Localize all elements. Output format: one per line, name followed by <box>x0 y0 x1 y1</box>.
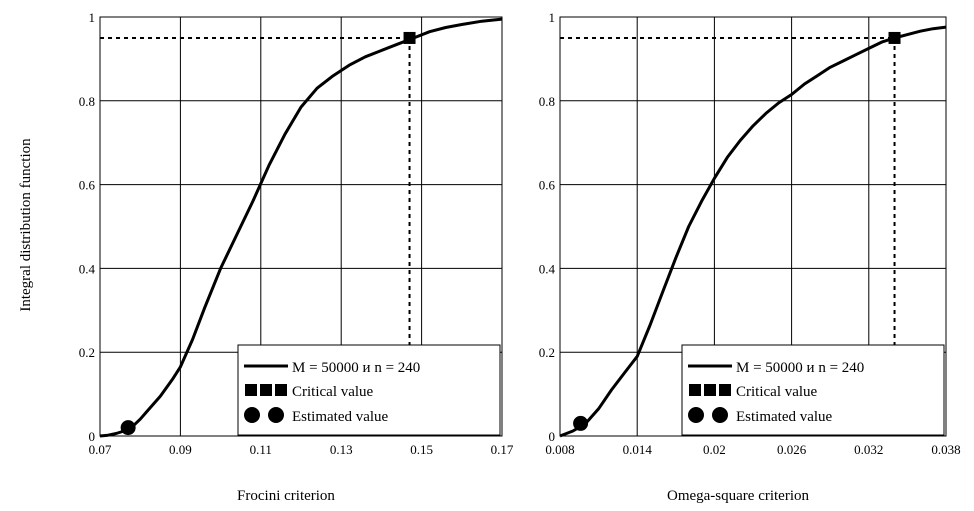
critical-value-marker <box>888 31 901 44</box>
x-tick-label: 0.07 <box>89 442 112 457</box>
legend-label-critical: Critical value <box>736 384 818 400</box>
y-tick-label: 0.6 <box>79 178 96 193</box>
legend-label-series: M = 50000 и n = 240 <box>736 360 864 376</box>
y-tick-label: 0.6 <box>539 178 556 193</box>
x-tick-label: 0.15 <box>410 442 433 457</box>
x-tick-label: 0.026 <box>777 442 807 457</box>
legend-label-series: M = 50000 и n = 240 <box>292 360 420 376</box>
x-tick-label: 0.13 <box>330 442 353 457</box>
y-tick-label: 0 <box>89 429 96 444</box>
legend-square-swatch <box>275 384 287 396</box>
legend-square-swatch <box>260 384 272 396</box>
x-axis-title: Omega-square criterion <box>667 488 810 504</box>
legend-circle-swatch <box>268 407 284 423</box>
chart-omega-square: 0.008 0.014 0.02 0.026 0.032 0.038 0 0.2 0.4 0.6 0… <box>539 10 961 504</box>
chart-frocini: 0.07 0.09 0.11 0.13 0.15 0.17 0 0.2 0.4 0.6 0.8 1 Fr… <box>79 10 514 504</box>
x-tick-label: 0.09 <box>169 442 192 457</box>
legend: M = 50000 и n = 240 Critical value Estimat… <box>681 344 945 436</box>
legend-square-swatch <box>689 384 701 396</box>
x-tick-label: 0.11 <box>250 442 272 457</box>
legend-square-swatch <box>245 384 257 396</box>
legend-label-critical: Critical value <box>292 384 374 400</box>
critical-value-marker <box>403 31 416 44</box>
y-tick-label: 1 <box>89 10 96 25</box>
plot-frame <box>559 16 947 437</box>
estimated-value-marker <box>573 415 589 431</box>
x-tick-label: 0.02 <box>703 442 726 457</box>
y-tick-label: 0.2 <box>539 345 555 360</box>
legend: M = 50000 и n = 240 Critical value Estimat… <box>237 344 501 436</box>
cdf-line <box>559 25 947 438</box>
y-tick-label: 1 <box>549 10 556 25</box>
estimated-value-marker <box>120 420 136 436</box>
x-tick-label: 0.008 <box>545 442 574 457</box>
legend-label-estimated: Estimated value <box>736 409 833 425</box>
y-tick-label: 0 <box>549 429 556 444</box>
x-tick-label: 0.038 <box>931 442 960 457</box>
legend-square-swatch <box>704 384 716 396</box>
x-axis-title: Frocini criterion <box>237 488 335 504</box>
legend-square-swatch <box>719 384 731 396</box>
legend-label-estimated: Estimated value <box>292 409 389 425</box>
y-tick-label: 0.8 <box>539 94 555 109</box>
x-tick-label: 0.17 <box>491 442 514 457</box>
cdf-line <box>99 17 503 438</box>
y-tick-label: 0.8 <box>79 94 95 109</box>
y-axis-title: Integral distribution function <box>18 138 34 312</box>
y-tick-label: 0.4 <box>79 261 96 276</box>
plot-frame <box>99 16 503 437</box>
y-tick-label: 0.2 <box>79 345 95 360</box>
y-tick-label: 0.4 <box>539 261 556 276</box>
legend-circle-swatch <box>244 407 260 423</box>
legend-circle-swatch <box>688 407 704 423</box>
x-tick-label: 0.014 <box>623 442 653 457</box>
legend-circle-swatch <box>712 407 728 423</box>
x-tick-label: 0.032 <box>854 442 883 457</box>
